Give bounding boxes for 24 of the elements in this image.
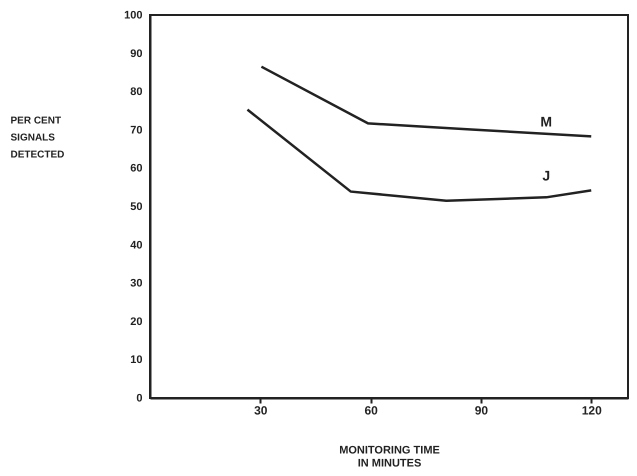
x-tick-label: 120 <box>582 404 602 418</box>
x-tick-label: 30 <box>254 404 268 418</box>
text: SIGNALS <box>10 132 55 144</box>
text: DETECTED <box>10 150 64 160</box>
y-tick-label: 30 <box>130 278 142 290</box>
text: IN MINUTES <box>358 458 422 470</box>
y-tick-label: 10 <box>130 354 142 366</box>
y-tick-label: 0 <box>136 392 142 404</box>
text: MONITORING TIME <box>339 444 440 456</box>
x-tick-label: 90 <box>474 404 488 418</box>
x-tick-label: 60 <box>364 404 378 418</box>
text: PER CENT <box>10 116 62 126</box>
y-tick-label: 20 <box>130 316 142 328</box>
line-series <box>246 108 592 202</box>
series-label: J <box>542 167 550 184</box>
line-series <box>260 65 592 138</box>
y-tick-label: 60 <box>130 162 142 175</box>
series-label: M <box>540 113 552 130</box>
y-tick-label: 50 <box>130 201 142 213</box>
y-tick-label: 90 <box>130 48 142 60</box>
y-tick-label: 70 <box>130 124 142 136</box>
y-tick-label: 40 <box>130 239 142 252</box>
y-tick-label: 80 <box>130 86 142 98</box>
y-tick-label: 100 <box>124 10 142 22</box>
